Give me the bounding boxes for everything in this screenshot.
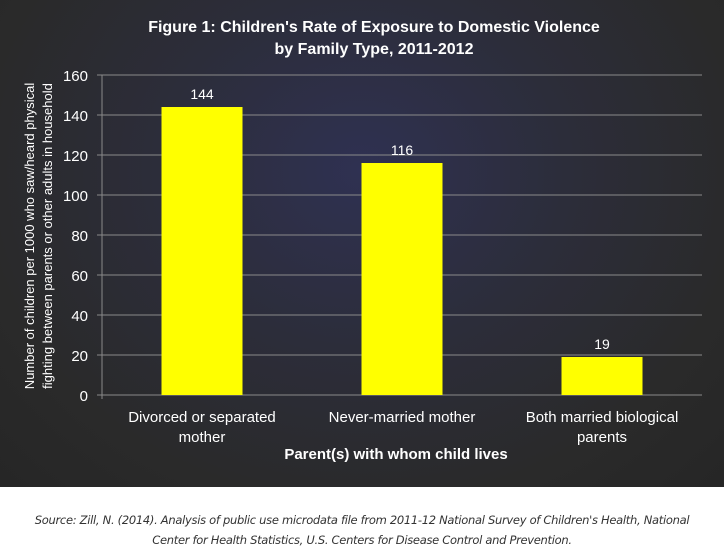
x-tick-label: mother	[179, 429, 226, 446]
chart-title-line-2: by Family Type, 2011-2012	[275, 41, 474, 58]
y-tick-label: 120	[63, 148, 88, 165]
x-axis-label: Parent(s) with whom child lives	[284, 446, 507, 463]
chart-title: Figure 1: Children's Rate of Exposure to…	[148, 19, 600, 58]
source-line-1: Source: Zill, N. (2014). Analysis of pub…	[34, 513, 690, 527]
bar	[361, 163, 443, 395]
x-tick-label: parents	[577, 429, 627, 446]
y-axis-label-line-1: Number of children per 1000 who saw/hear…	[22, 83, 37, 390]
y-tick-label: 40	[71, 308, 88, 325]
data-label: 116	[391, 142, 414, 158]
source-line-2: Center for Health Statistics, U.S. Cente…	[152, 533, 572, 547]
y-axis-label-line-2: fighting between parents or other adults…	[40, 83, 55, 389]
y-tick-label: 20	[71, 348, 88, 365]
y-tick-label: 160	[63, 68, 88, 85]
x-tick-label: Divorced or separated	[128, 409, 276, 426]
chart-title-line-1: Figure 1: Children's Rate of Exposure to…	[148, 19, 600, 36]
y-axis-label: Number of children per 1000 who saw/hear…	[22, 83, 55, 390]
bar-chart: Figure 1: Children's Rate of Exposure to…	[22, 19, 702, 463]
y-tick-label: 80	[71, 228, 88, 245]
data-label: 19	[594, 336, 610, 352]
y-tick-label: 60	[71, 268, 88, 285]
data-label: 144	[190, 86, 214, 102]
y-tick-label: 100	[63, 188, 88, 205]
y-tick-label: 0	[80, 388, 88, 405]
bar	[561, 357, 643, 395]
bar	[161, 107, 243, 395]
source-note: Source: Zill, N. (2014). Analysis of pub…	[0, 510, 724, 550]
x-tick-label: Never-married mother	[329, 409, 476, 426]
y-tick-label: 140	[63, 108, 88, 125]
x-tick-label: Both married biological	[526, 409, 679, 426]
